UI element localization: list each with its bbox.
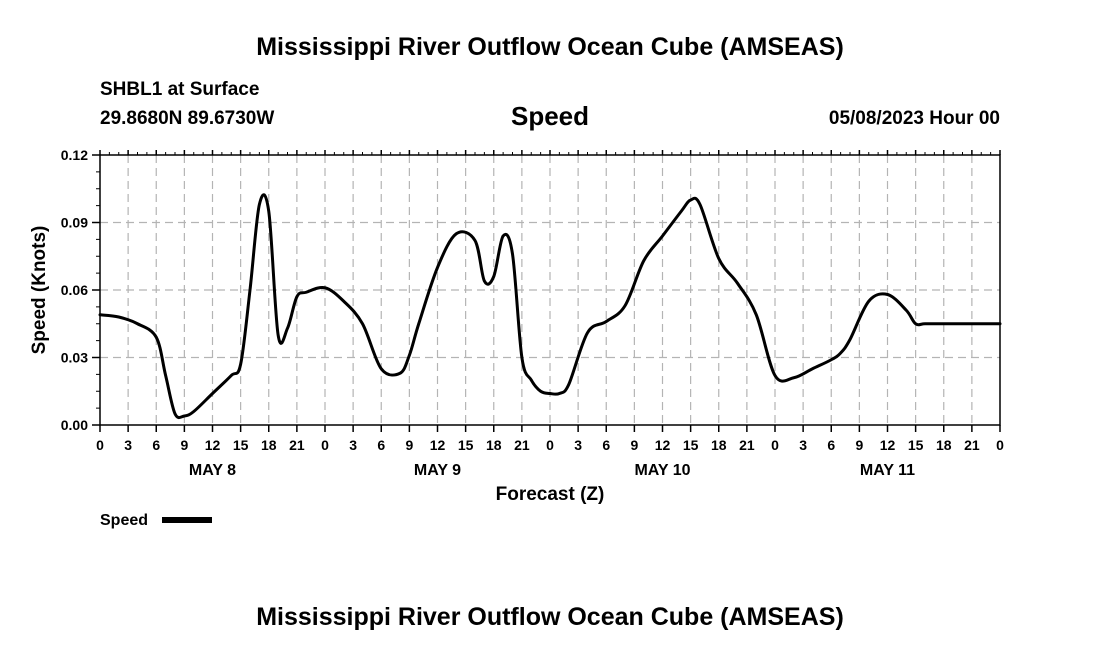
x-tick-label: 0 <box>771 437 779 453</box>
x-tick-label: 0 <box>321 437 329 453</box>
x-tick-label: 9 <box>180 437 188 453</box>
date-label: 05/08/2023 Hour 00 <box>829 108 1000 129</box>
x-tick-label: 12 <box>655 437 671 453</box>
x-tick-label: 0 <box>546 437 554 453</box>
x-tick-label: 9 <box>405 437 413 453</box>
coordinates-label: 29.8680N 89.6730W <box>100 108 274 129</box>
y-tick-label: 0.06 <box>61 282 88 298</box>
series-line-speed <box>98 193 1002 420</box>
y-tick-label: 0.03 <box>61 350 88 366</box>
y-axis: 0.00 0.03 0.06 0.09 0.12 <box>61 147 100 433</box>
x-tick-label: 12 <box>430 437 446 453</box>
x-tick-label: 3 <box>799 437 807 453</box>
x-tick-label: 18 <box>936 437 952 453</box>
page-title: Mississippi River Outflow Ocean Cube (AM… <box>256 33 844 61</box>
chart-title: Speed <box>511 101 589 131</box>
y-tick-label: 0.09 <box>61 215 88 231</box>
x-tick-label: 0 <box>996 437 1004 453</box>
y-tick-label: 0.12 <box>61 147 88 163</box>
y-tick-label: 0.00 <box>61 417 88 433</box>
y-axis-label: Speed (Knots) <box>29 226 50 355</box>
x-tick-label: 18 <box>711 437 727 453</box>
x-tick-label: 15 <box>458 437 474 453</box>
x-tick-label: 6 <box>377 437 385 453</box>
x-tick-label: 6 <box>827 437 835 453</box>
x-tick-label: 12 <box>205 437 221 453</box>
x-tick-label: 21 <box>289 437 305 453</box>
x-tick-label: 15 <box>233 437 249 453</box>
x-tick-label: 15 <box>908 437 924 453</box>
x-tick-label: 12 <box>880 437 896 453</box>
footer-title: Mississippi River Outflow Ocean Cube (AM… <box>256 603 844 631</box>
x-axis: 0 3 6 9 12 15 18 21 0 3 6 9 12 15 18 21 0 3 6 9 12 15 18 21 0 3 6 9… <box>96 150 1004 479</box>
station-label: SHBL1 at Surface <box>100 79 259 100</box>
plot-area <box>98 193 1002 420</box>
x-tick-label: 3 <box>574 437 582 453</box>
x-tick-label: 21 <box>514 437 530 453</box>
legend: Speed <box>100 512 212 529</box>
x-tick-label: 15 <box>683 437 699 453</box>
x-tick-label: 9 <box>855 437 863 453</box>
x-tick-label: 6 <box>602 437 610 453</box>
day-label: MAY 8 <box>189 462 236 479</box>
day-label: MAY 9 <box>414 462 461 479</box>
grid-lines <box>100 155 1000 425</box>
x-tick-label: 9 <box>630 437 638 453</box>
x-tick-label: 6 <box>152 437 160 453</box>
x-tick-label: 21 <box>739 437 755 453</box>
plot-frame <box>99 154 1001 426</box>
x-tick-label: 3 <box>124 437 132 453</box>
x-tick-label: 21 <box>964 437 980 453</box>
day-label: MAY 10 <box>634 462 690 479</box>
x-tick-label: 18 <box>486 437 502 453</box>
legend-label: Speed <box>100 512 148 529</box>
x-tick-label: 0 <box>96 437 104 453</box>
x-axis-label: Forecast (Z) <box>496 484 605 505</box>
legend-swatch <box>162 517 212 523</box>
x-tick-label: 18 <box>261 437 277 453</box>
x-tick-label: 3 <box>349 437 357 453</box>
day-label: MAY 11 <box>860 462 915 479</box>
